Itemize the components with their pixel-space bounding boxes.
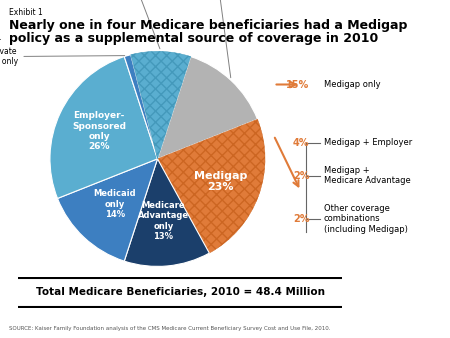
Text: 15%: 15% — [286, 79, 310, 90]
Text: Nearly one in four Medicare beneficiaries had a Medigap: Nearly one in four Medicare beneficiarie… — [9, 19, 407, 31]
Text: 2%: 2% — [293, 214, 310, 224]
Text: Employer-
Sponsored
only
26%: Employer- Sponsored only 26% — [72, 111, 126, 151]
Text: Medicare
Advantage
only
13%: Medicare Advantage only 13% — [138, 201, 189, 241]
Wedge shape — [124, 55, 158, 159]
Text: Total Medicare Beneficiaries, 2010 = 48.4 Million: Total Medicare Beneficiaries, 2010 = 48.… — [36, 287, 324, 297]
Wedge shape — [50, 56, 158, 198]
Text: Medigap only: Medigap only — [324, 80, 381, 89]
Text: 4%: 4% — [293, 138, 310, 148]
Wedge shape — [158, 119, 265, 253]
Text: No
Supplemental
Coverage
14%: No Supplemental Coverage 14% — [190, 0, 243, 78]
Text: Exhibit 1: Exhibit 1 — [9, 8, 43, 18]
Text: KAISER
FAMILY: KAISER FAMILY — [403, 313, 420, 321]
Wedge shape — [58, 159, 158, 261]
Wedge shape — [158, 56, 257, 159]
Wedge shape — [131, 51, 191, 159]
Text: policy as a supplemental source of coverage in 2010: policy as a supplemental source of cover… — [9, 32, 378, 45]
Text: Other coverage
combinations
(including Medigap): Other coverage combinations (including M… — [324, 204, 408, 234]
Text: SOURCE: Kaiser Family Foundation analysis of the CMS Medicare Current Beneficiar: SOURCE: Kaiser Family Foundation analysi… — [9, 325, 330, 331]
FancyBboxPatch shape — [15, 278, 345, 307]
Text: Medigap +
Medicare Advantage: Medigap + Medicare Advantage — [324, 166, 411, 186]
Text: Multiple Sources
of Coverage
(without Medigap)
9%: Multiple Sources of Coverage (without Me… — [85, 0, 160, 49]
Wedge shape — [124, 159, 209, 266]
Text: Medigap
23%: Medigap 23% — [194, 171, 247, 192]
Text: Other
Public/Private
Coverage only
1%: Other Public/Private Coverage only 1% — [0, 37, 125, 77]
Text: 2%: 2% — [293, 171, 310, 181]
Text: Medigap + Employer: Medigap + Employer — [324, 138, 412, 147]
Text: Medicaid
only
14%: Medicaid only 14% — [94, 189, 136, 219]
